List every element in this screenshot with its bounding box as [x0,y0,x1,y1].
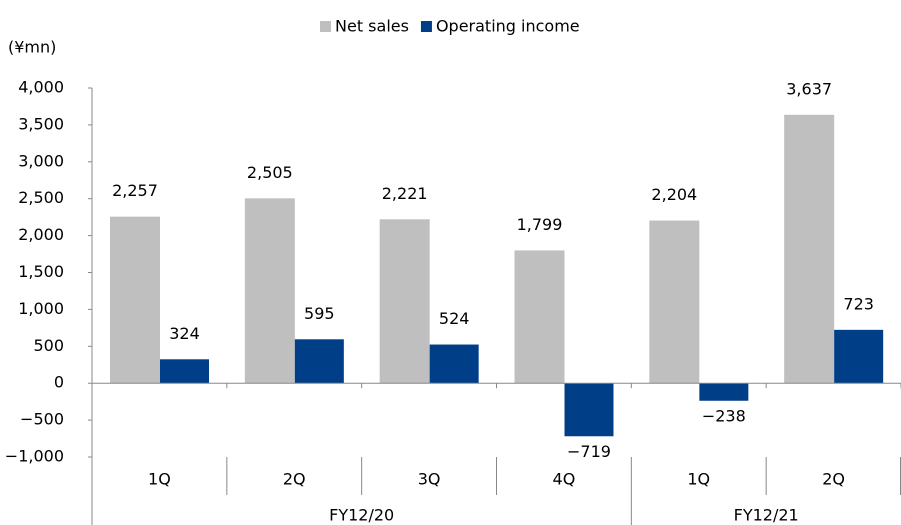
bar [514,250,565,384]
legend-swatch [320,21,331,32]
x-tick-label: 1Q [687,470,710,489]
data-label: −238 [702,406,746,425]
data-label: 723 [843,294,874,313]
y-tick-label: 0 [54,373,64,392]
unit-label: (¥mn) [8,38,56,57]
y-tick-label: 500 [33,336,64,355]
bar [244,198,295,384]
group-label: FY12/21 [734,506,799,525]
legend-swatch [420,21,432,32]
bar [784,114,835,384]
bar [379,219,430,384]
legend-label: Operating income [436,17,580,36]
x-tick-label: 4Q [553,470,576,489]
data-label: 2,505 [247,163,293,182]
x-tick-label: 2Q [822,470,845,489]
bar [699,383,749,401]
data-label: 524 [439,309,470,328]
data-label: 1,799 [517,215,563,234]
y-tick-label: 1,000 [18,299,64,318]
bar [834,329,884,384]
data-label: 2,257 [112,181,158,200]
data-label: 2,204 [651,185,697,204]
data-label: 2,221 [382,184,428,203]
data-label: 324 [169,324,200,343]
bar [294,339,344,384]
bar [429,344,479,384]
y-tick-label: 4,000 [18,78,64,97]
bar [564,383,614,437]
group-label: FY12/20 [329,506,394,525]
x-tick-label: 1Q [148,470,171,489]
x-tick-label: 3Q [418,470,441,489]
y-tick-label: 2,500 [18,188,64,207]
x-tick-label: 2Q [283,470,306,489]
legend-label: Net sales [335,17,409,36]
data-label: 595 [304,304,335,323]
data-label: 3,637 [786,79,832,98]
y-tick-label: 2,000 [18,225,64,244]
y-tick-label: 1,500 [18,262,64,281]
bar [110,216,160,384]
y-tick-label: 3,500 [18,114,64,133]
y-tick-label: −500 [20,410,64,429]
y-tick-label: 3,000 [18,151,64,170]
data-label: −719 [567,442,611,461]
bar [649,220,700,384]
bar [160,359,209,384]
y-tick-label: −1,000 [5,447,64,466]
